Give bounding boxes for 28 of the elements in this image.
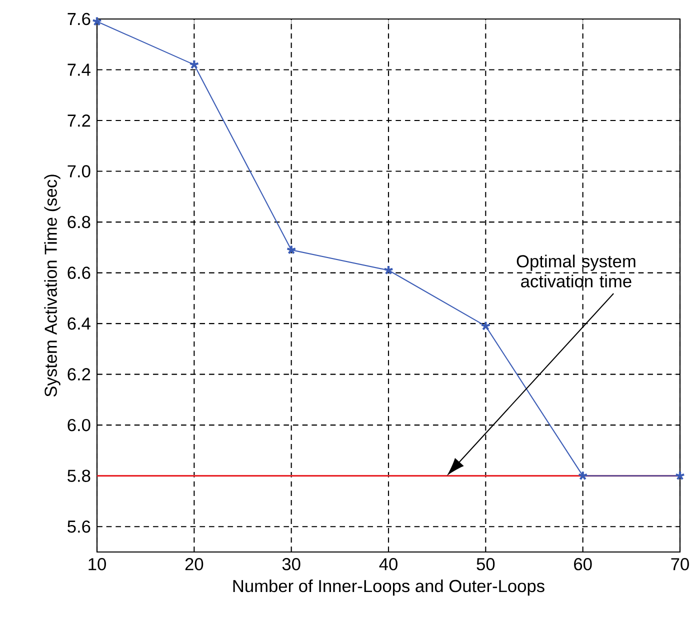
y-axis-title: System Activation Time (sec) [44,174,60,397]
annotation: Optimal system activation time [516,254,636,288]
x-tick-label: 30 [282,558,300,570]
y-tick-label: 7.2 [68,114,90,127]
y-tick-label: 7.6 [68,12,90,26]
x-tick-label: 70 [671,558,689,570]
y-tick-label: 7.4 [68,64,90,76]
y-tick-label: 6.2 [68,368,90,380]
point [383,264,394,275]
x-tick-label: 50 [476,558,495,570]
x-tick-label: 10 [88,558,106,570]
y-tick-label: 6.4 [68,317,90,330]
point [578,470,588,480]
point [674,470,686,480]
y-tick-label: 6.8 [68,216,90,228]
y-tick-label: 7.0 [68,165,90,178]
y-tick-label: 6.6 [68,266,90,279]
x-tick-label: 60 [574,558,592,570]
point [480,320,491,331]
x-tick-label: 40 [379,558,398,570]
y-tick-label: 5.6 [68,520,90,533]
point [189,59,200,70]
y-tick-label: 6.0 [68,418,90,432]
point [92,16,102,26]
x-tick-label: 20 [185,558,204,570]
x-axis-title: Number of Inner-Loops and Outer-Loops [233,579,544,596]
point [286,244,296,254]
y-tick-label: 5.8 [68,470,90,482]
